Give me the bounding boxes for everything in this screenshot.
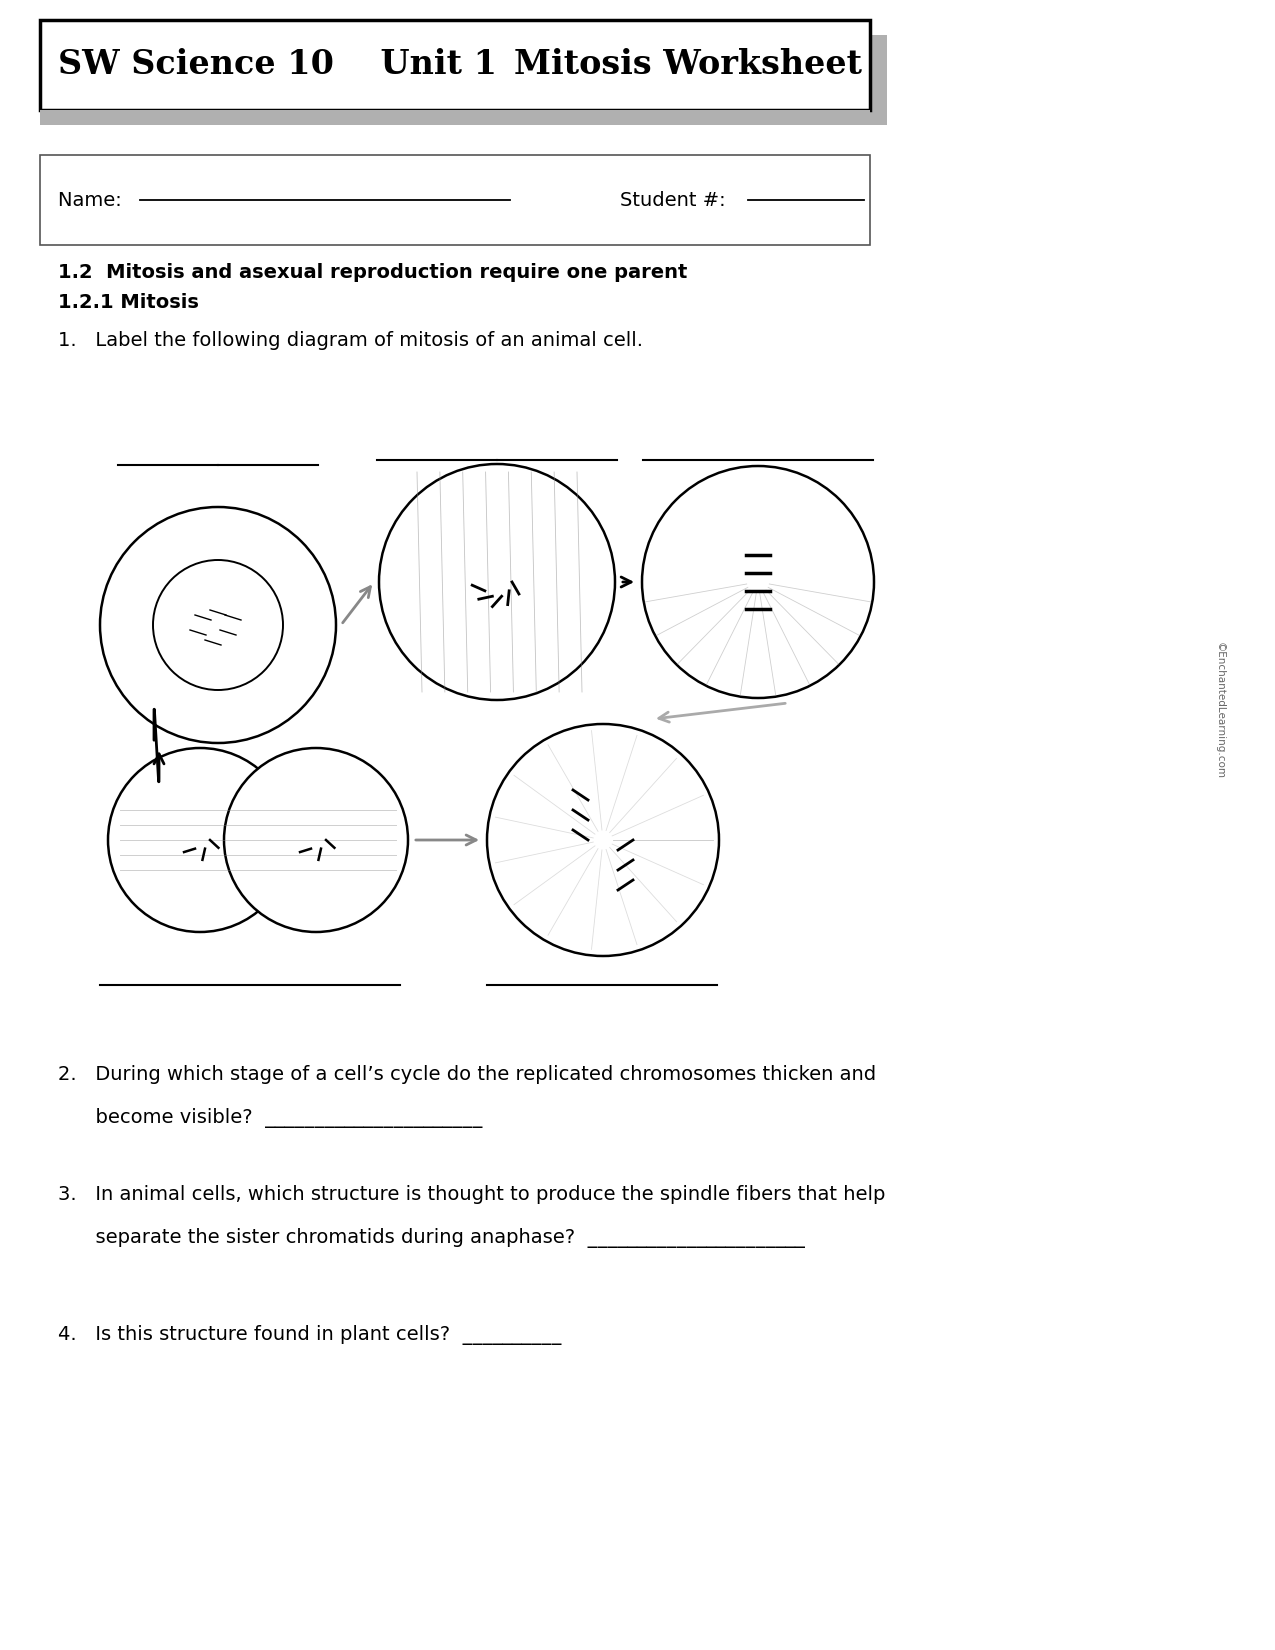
Bar [57, 35, 887, 125]
Text: Mitosis Worksheet: Mitosis Worksheet [514, 48, 862, 81]
Text: become visible?  ______________________: become visible? ______________________ [57, 1109, 482, 1129]
Circle shape [487, 724, 719, 955]
Text: 1.   Label the following diagram of mitosis of an animal cell.: 1. Label the following diagram of mitosi… [57, 330, 643, 350]
Text: 1.2.1 Mitosis: 1.2.1 Mitosis [57, 294, 199, 312]
Text: ©EnchantedLearning.com: ©EnchantedLearning.com [1215, 642, 1225, 779]
Text: Name:: Name: [57, 190, 128, 210]
Text: 4.   Is this structure found in plant cells?  __________: 4. Is this structure found in plant cell… [57, 1325, 561, 1345]
Circle shape [379, 464, 615, 700]
Circle shape [99, 507, 337, 742]
Bar [40, 155, 870, 244]
Circle shape [153, 559, 283, 690]
Text: 1.2  Mitosis and asexual reproduction require one parent: 1.2 Mitosis and asexual reproduction req… [57, 262, 687, 282]
Circle shape [108, 747, 292, 932]
Circle shape [224, 747, 408, 932]
Bar [40, 111, 870, 125]
Circle shape [643, 465, 873, 698]
Text: 3.   In animal cells, which structure is thought to produce the spindle fibers t: 3. In animal cells, which structure is t… [57, 1185, 885, 1204]
Bar [40, 20, 870, 111]
Text: 2.   During which stage of a cell’s cycle do the replicated chromosomes thicken : 2. During which stage of a cell’s cycle … [57, 1064, 876, 1084]
Text: separate the sister chromatids during anaphase?  ______________________: separate the sister chromatids during an… [57, 1228, 805, 1247]
Text: SW Science 10    Unit 1: SW Science 10 Unit 1 [57, 48, 497, 81]
Text: Student #:: Student #: [620, 190, 732, 210]
